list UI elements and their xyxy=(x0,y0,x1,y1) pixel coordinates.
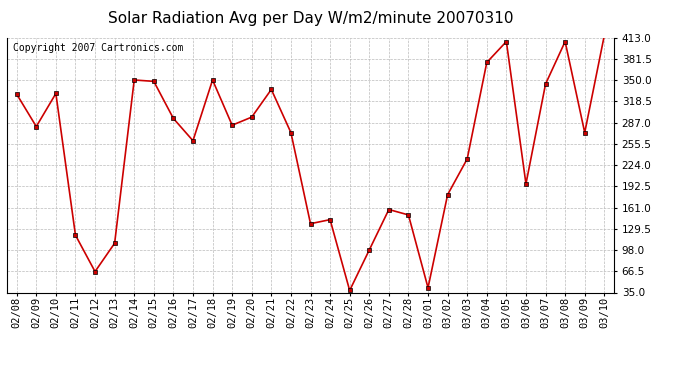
Text: Solar Radiation Avg per Day W/m2/minute 20070310: Solar Radiation Avg per Day W/m2/minute … xyxy=(108,11,513,26)
Text: Copyright 2007 Cartronics.com: Copyright 2007 Cartronics.com xyxy=(13,43,184,52)
